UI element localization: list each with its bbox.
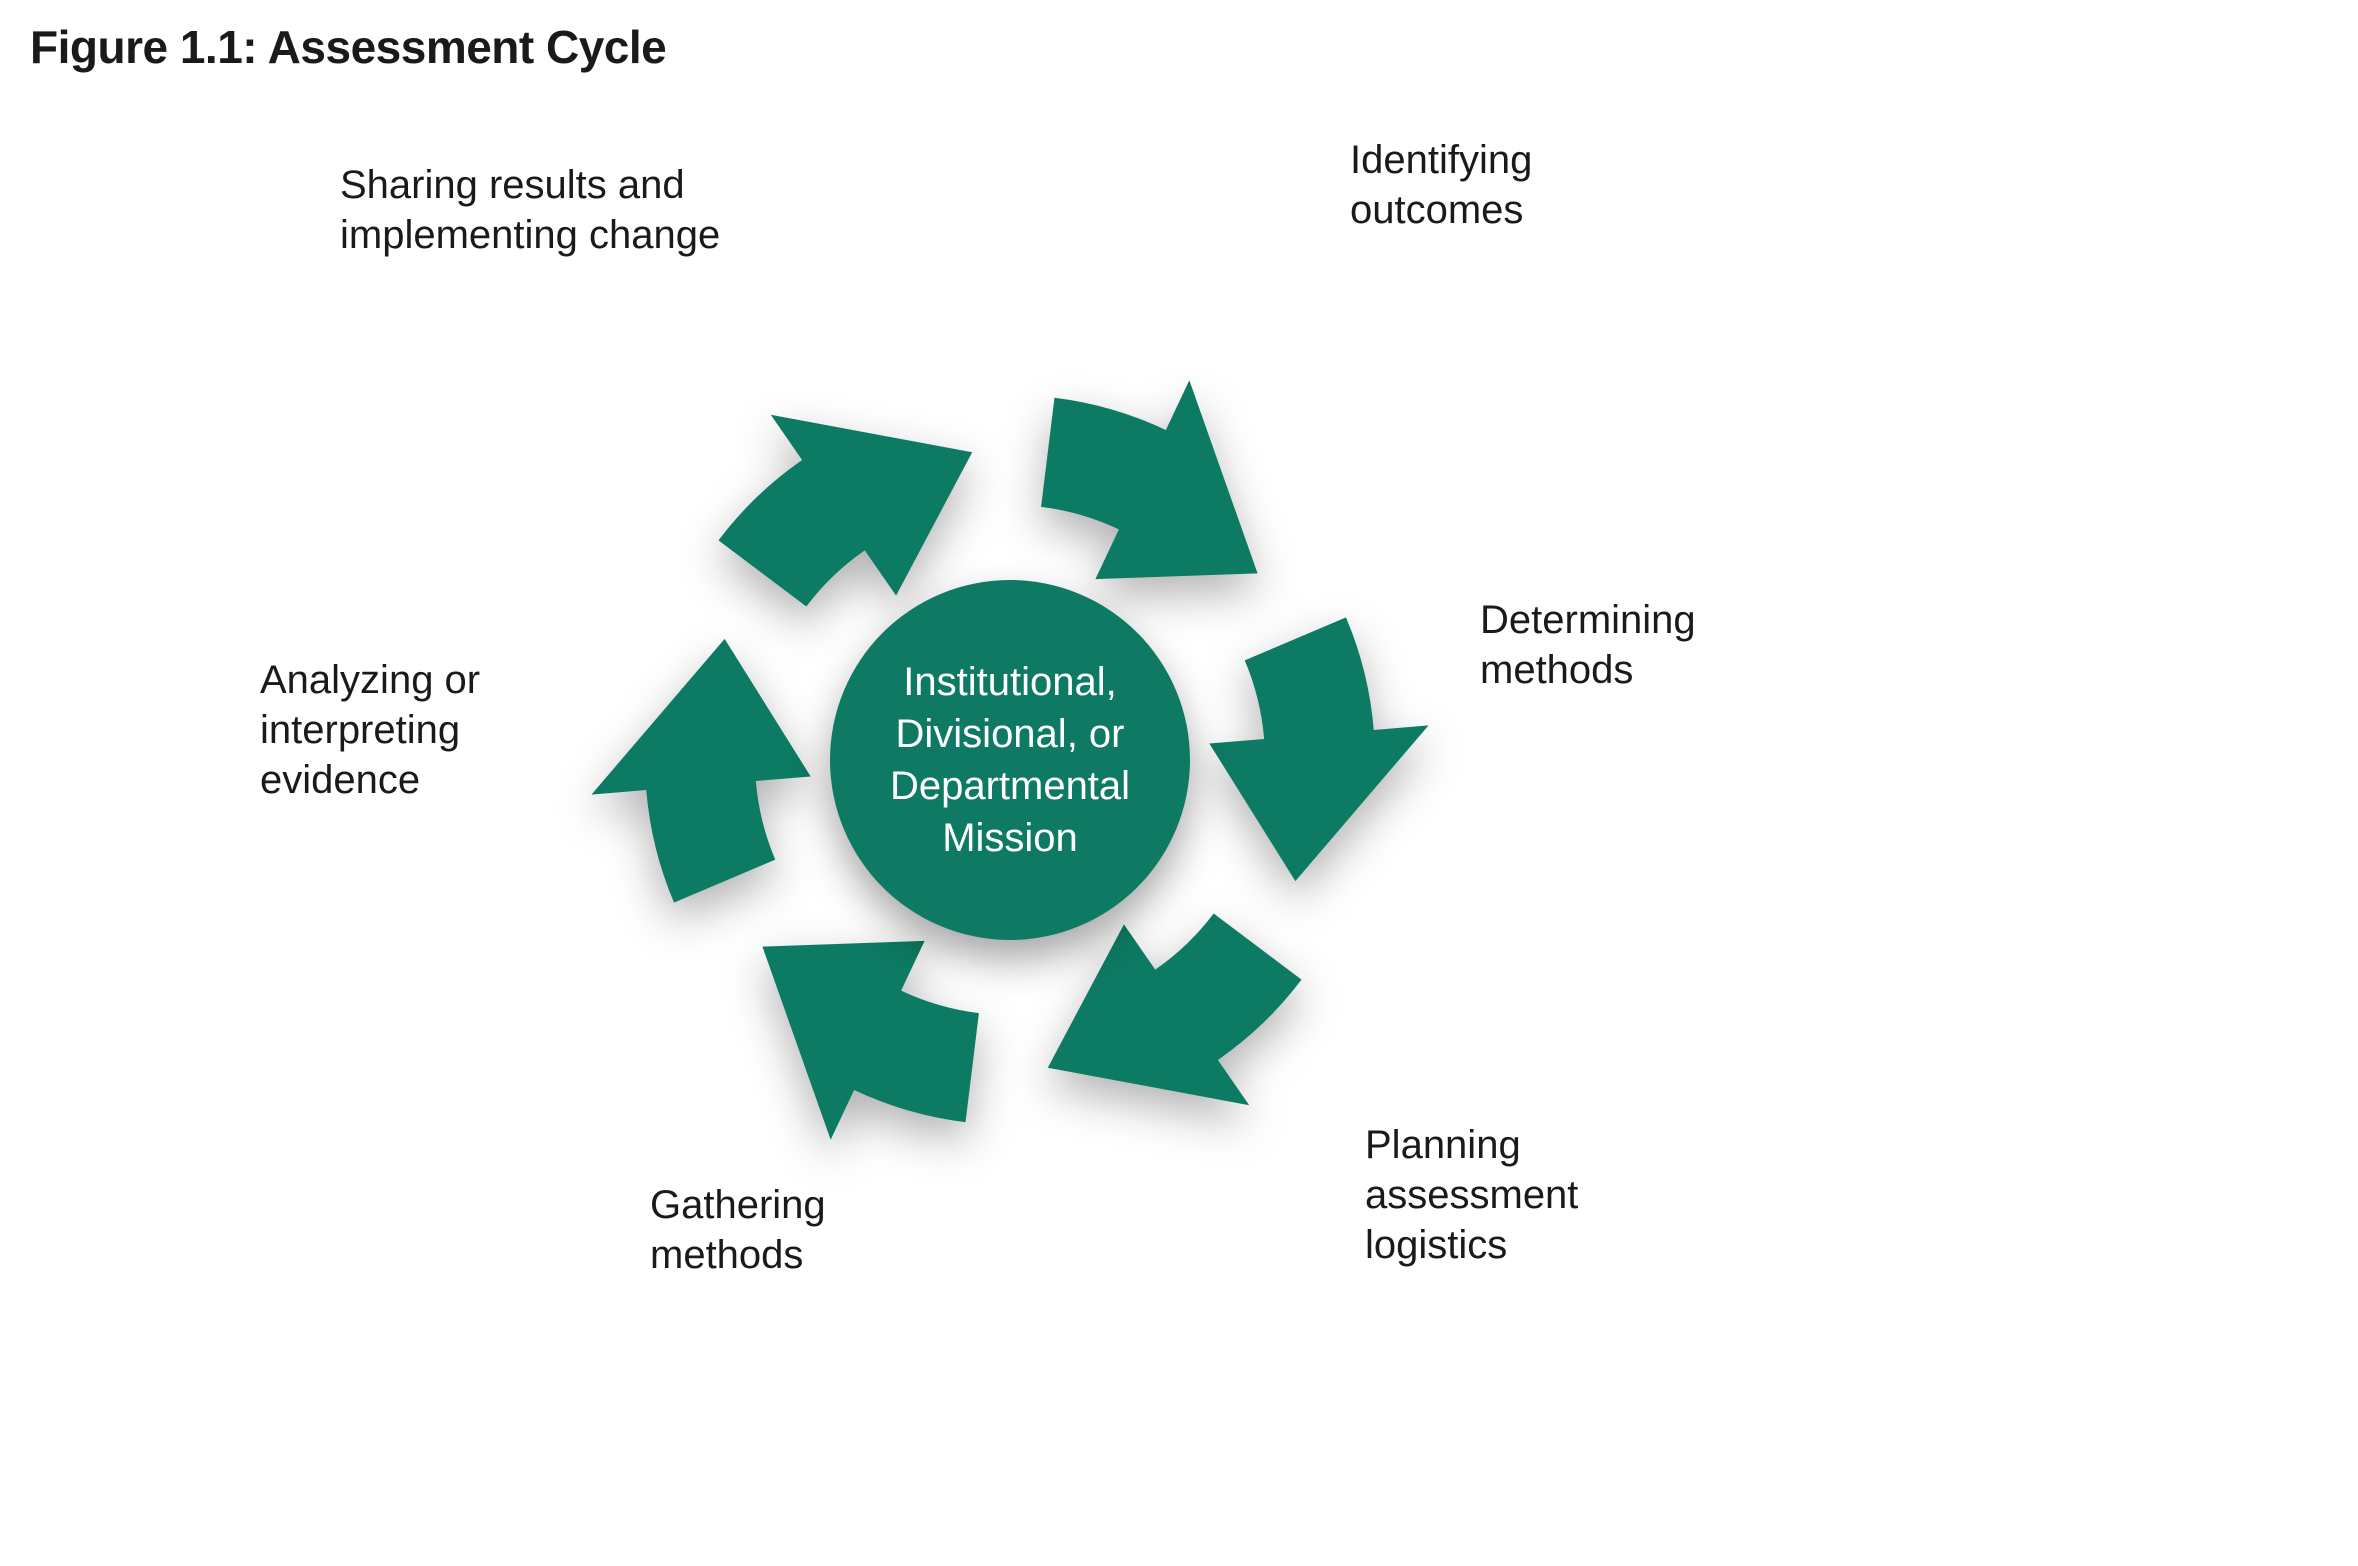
center-circle: Institutional, Divisional, or Department… (830, 580, 1190, 940)
cycle-arrow-identifying-outcomes (1041, 380, 1258, 579)
page: Figure 1.1: Assessment Cycle Institution… (0, 0, 2358, 1566)
step-label-analyzing-evidence: Analyzing or interpreting evidence (260, 655, 480, 805)
step-label-planning-logistics: Planning assessment logistics (1365, 1120, 1578, 1270)
step-label-sharing-results: Sharing results and implementing change (340, 160, 720, 260)
step-label-determining-methods: Determining methods (1480, 595, 1696, 695)
step-label-identifying-outcomes: Identifying outcomes (1350, 135, 1532, 235)
assessment-cycle-diagram: Institutional, Divisional, or Department… (220, 100, 1920, 1540)
cycle-arrow-planning-logistics (1048, 913, 1302, 1105)
cycle-arrow-gathering-methods (762, 941, 979, 1140)
cycle-arrow-sharing-results (718, 415, 972, 607)
step-label-gathering-methods: Gathering methods (650, 1180, 826, 1280)
cycle-arrow-analyzing-evidence (591, 639, 810, 903)
cycle-arrow-determining-methods (1209, 617, 1428, 881)
center-circle-text: Institutional, Divisional, or Department… (830, 656, 1190, 864)
figure-title: Figure 1.1: Assessment Cycle (30, 20, 666, 74)
